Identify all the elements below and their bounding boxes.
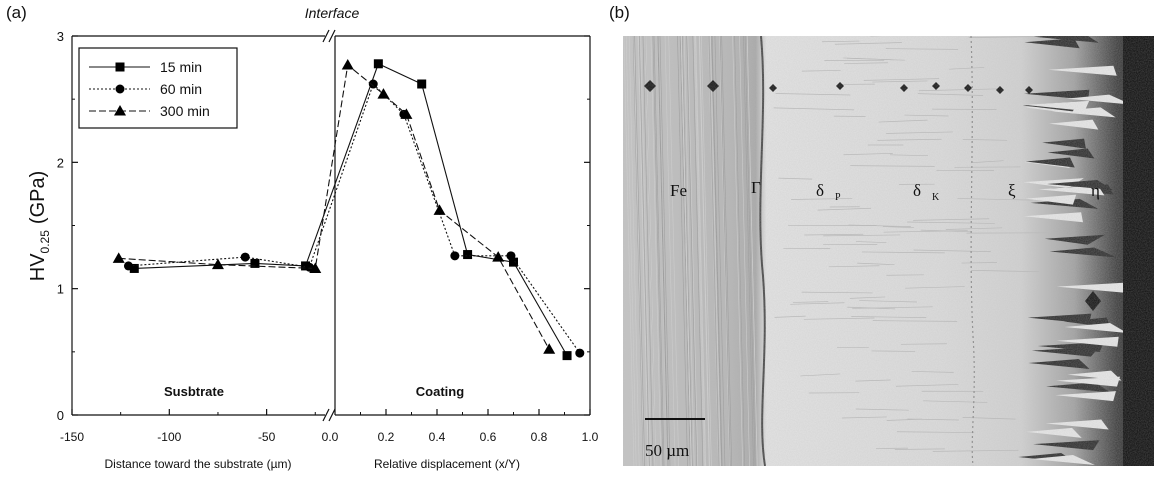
x-tick-label-right-4: 1.0 — [582, 430, 599, 444]
point-2-3 — [341, 59, 354, 70]
x-axis-label-left: Distance toward the substrate (µm) — [105, 457, 292, 471]
legend-marker-2 — [114, 105, 126, 116]
legend-label-0: 15 min — [160, 59, 202, 75]
axis-break-mark-1-a — [322, 408, 330, 422]
y-axis-label: HV0.25 (GPa) — [27, 171, 52, 282]
hardness-chart: 0 1 2 3 -150 -100 -50 0.0 0.2 0.4 0.6 0.8 1.0 15 min… — [27, 5, 599, 471]
x-tick-label-right-0: 0.2 — [378, 430, 395, 444]
point-2-5 — [400, 108, 413, 119]
micrograph-noise — [623, 36, 1154, 466]
point-2-1 — [211, 258, 224, 270]
panel-b-label: (b) — [609, 3, 630, 22]
y-axis-label-sub: 0.25 — [38, 230, 52, 254]
point-0-1 — [250, 258, 260, 268]
panel-a-label: (a) — [6, 3, 27, 22]
x-tick-label-right-2: 0.6 — [480, 430, 497, 444]
legend-marker-0 — [115, 62, 125, 72]
series-line-2 — [118, 64, 550, 350]
point-1-3 — [368, 79, 378, 89]
point-0-4 — [417, 79, 427, 89]
point-0-3 — [373, 59, 383, 69]
point-2-6 — [433, 204, 446, 215]
point-1-1 — [240, 252, 250, 262]
x-tick-label-right-1: 0.4 — [429, 430, 446, 444]
x-tick-label-left-1: -100 — [157, 430, 181, 444]
axis-break-mark-1-b — [328, 408, 336, 422]
phase-label-2: δ — [816, 181, 824, 200]
x-tick-label-left-3: 0.0 — [322, 430, 339, 444]
series-2 — [112, 59, 556, 354]
x-tick-label-right-3: 0.8 — [531, 430, 548, 444]
phase-label-4: ξ — [1008, 181, 1016, 200]
y-tick-label-3: 3 — [57, 29, 64, 44]
point-2-0 — [112, 252, 125, 263]
substrate-label: Susbtrate — [164, 384, 224, 399]
phase-label-0: Fe — [670, 181, 687, 200]
axis-break-mark-0-b — [328, 29, 336, 43]
y-tick-label-0: 0 — [57, 408, 64, 423]
phase-subscript-0: P — [835, 192, 841, 203]
point-0-6 — [509, 257, 518, 267]
scale-bar-label: 50 µm — [645, 441, 689, 460]
point-2-2 — [309, 262, 322, 273]
series-line-0 — [134, 63, 568, 356]
point-2-8 — [543, 343, 556, 354]
phase-label-1: Γ — [751, 178, 761, 197]
y-axis-label-unit: (GPa) — [27, 171, 49, 224]
legend-marker-1 — [115, 84, 125, 94]
legend-box — [78, 47, 238, 129]
point-2-7 — [492, 251, 505, 262]
point-1-0 — [123, 261, 133, 271]
point-1-6 — [506, 251, 516, 261]
axis-break-mark-0-a — [322, 29, 330, 43]
interface-label: Interface — [305, 5, 360, 21]
y-tick-label-2: 2 — [57, 155, 64, 170]
x-tick-label-left-2: -50 — [258, 430, 276, 444]
point-2-4 — [377, 88, 390, 99]
point-1-5 — [450, 251, 460, 261]
phase-subscript-1: K — [932, 192, 940, 203]
point-0-0 — [129, 263, 139, 273]
y-axis-label-main: HV — [27, 253, 49, 281]
legend-label-1: 60 min — [160, 81, 202, 97]
phase-label-5: η — [1091, 181, 1100, 200]
x-axis-label-right: Relative displacement (x/Y) — [374, 457, 520, 471]
x-tick-label-left-0: -150 — [60, 430, 84, 444]
point-0-7 — [562, 351, 572, 361]
series-0 — [129, 59, 572, 361]
phase-label-3: δ — [913, 181, 921, 200]
point-1-7 — [575, 348, 585, 358]
y-tick-label-1: 1 — [57, 282, 64, 297]
legend-label-2: 300 min — [160, 103, 210, 119]
point-0-5 — [463, 250, 473, 260]
coating-label: Coating — [416, 384, 464, 399]
